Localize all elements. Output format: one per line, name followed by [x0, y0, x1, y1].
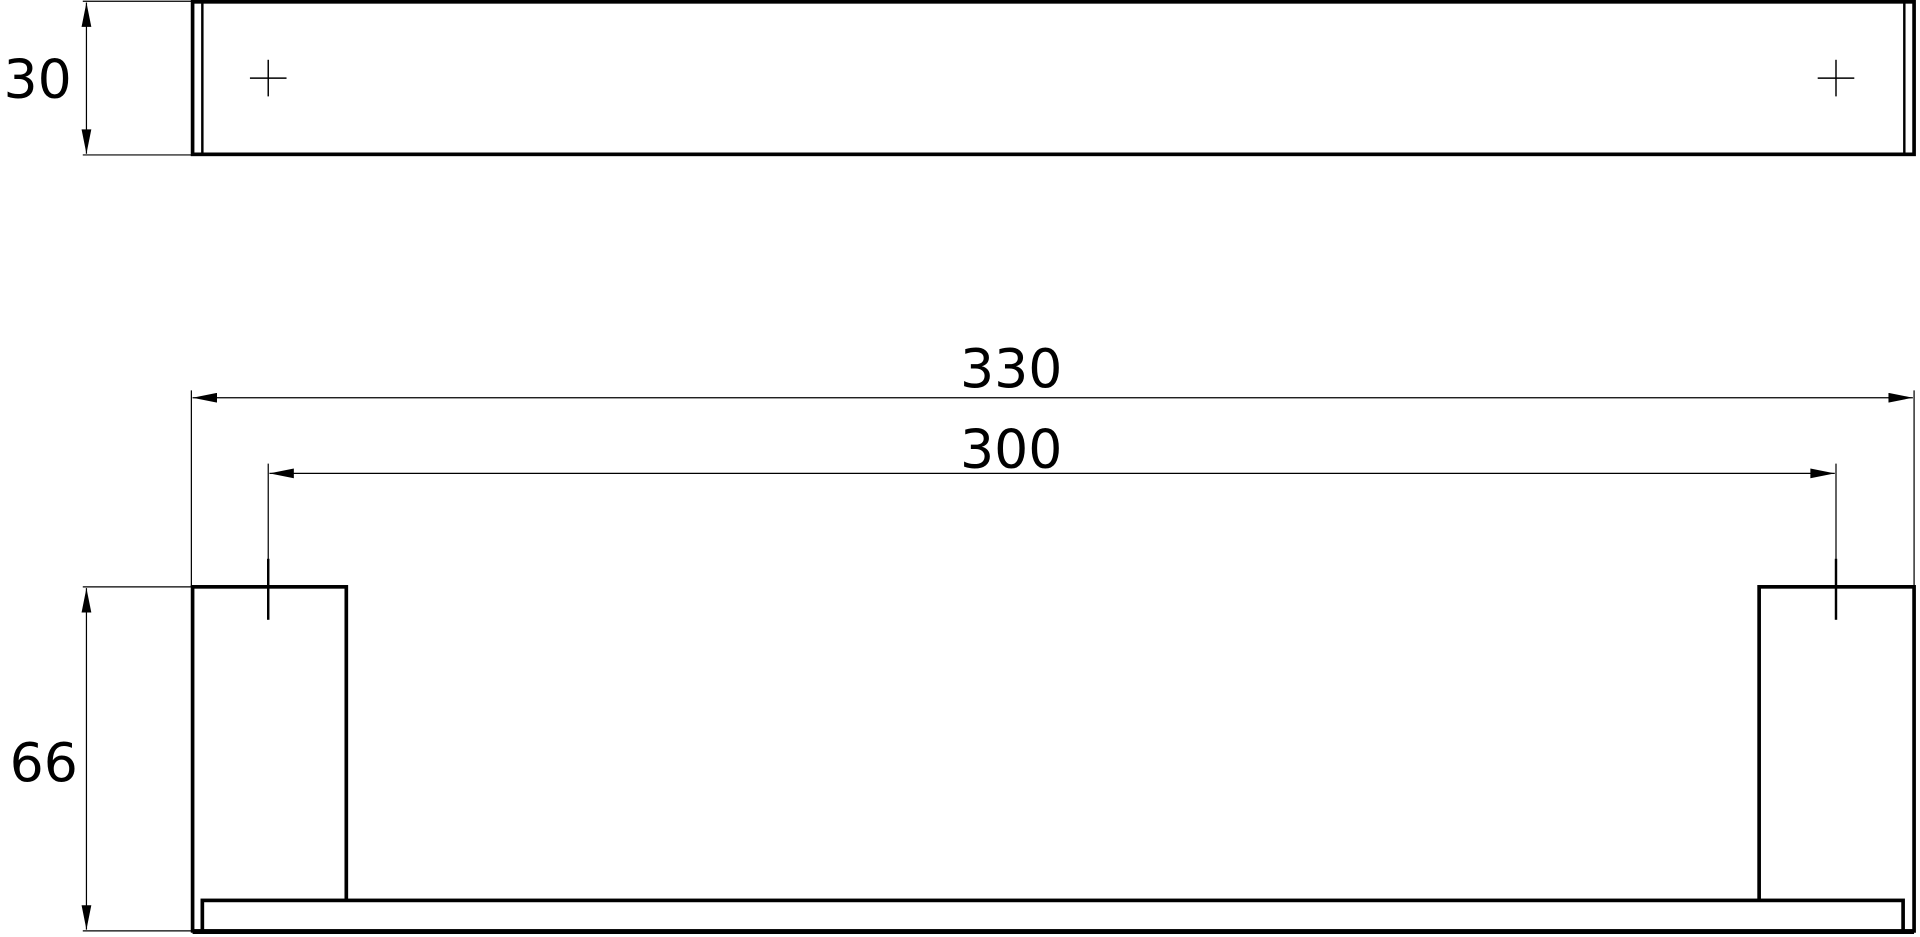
dimension-label-30: 30 [3, 48, 71, 111]
dimension-330 [190, 390, 1915, 587]
towel-bar [200, 898, 1905, 933]
right-bracket [1757, 585, 1916, 933]
dimension-label-66: 66 [10, 731, 78, 794]
dimension-66 [81, 586, 193, 932]
dimension-300 [267, 463, 1837, 562]
mounting-hole-mark-right [1817, 59, 1855, 97]
left-bracket [190, 585, 349, 933]
dimension-label-300: 300 [960, 417, 1062, 480]
front-view: 330 300 66 [10, 337, 1916, 934]
dimension-label-330: 330 [960, 337, 1062, 400]
top-view: 30 [3, 0, 1916, 157]
dimension-30 [81, 0, 193, 156]
mounting-hole-mark-left [249, 59, 287, 97]
top-view-outline [190, 0, 1916, 157]
